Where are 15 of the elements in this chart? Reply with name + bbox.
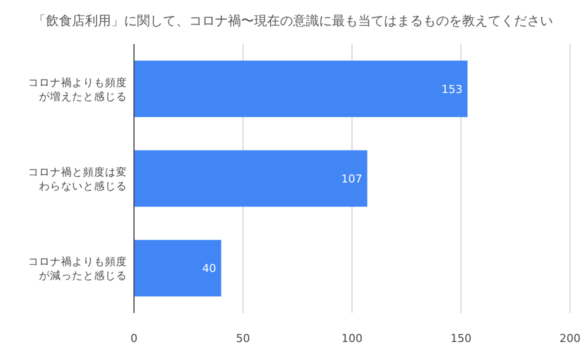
bar	[134, 60, 468, 118]
x-tick-label: 0	[130, 332, 138, 345]
data-label: 107	[341, 172, 362, 186]
x-tick-label: 50	[236, 332, 250, 345]
x-tick-label: 100	[342, 332, 362, 345]
bar	[134, 240, 222, 296]
x-tick-label: 200	[560, 332, 580, 345]
y-tick-label: コロナ禍よりも頻度が減ったと感じる	[28, 255, 127, 282]
y-tick-label: コロナ禍と頻度は変わらないと感じる	[28, 166, 127, 192]
y-tick-label: コロナ禍よりも頻度が増えたと感じる	[28, 76, 127, 103]
data-label: 40	[202, 262, 216, 276]
data-label: 153	[442, 82, 463, 96]
x-tick-label: 150	[450, 332, 472, 345]
chart-title: 「飲食店利用」に関して、コロナ禍〜現在の意識に最も当てはまるものを教えてください	[33, 13, 553, 29]
bar	[134, 150, 368, 207]
